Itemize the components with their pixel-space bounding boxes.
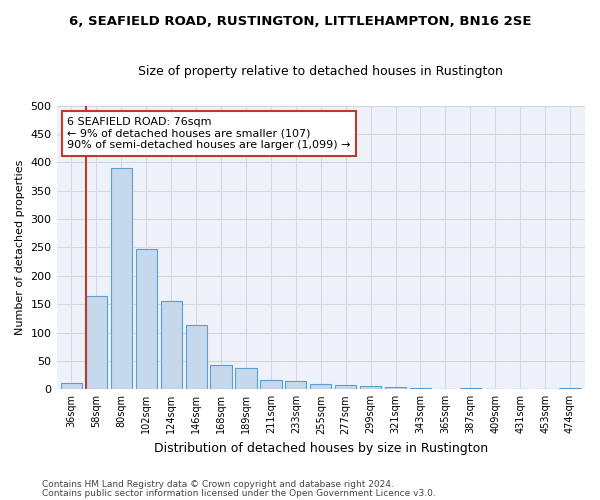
X-axis label: Distribution of detached houses by size in Rustington: Distribution of detached houses by size …: [154, 442, 488, 455]
Y-axis label: Number of detached properties: Number of detached properties: [15, 160, 25, 335]
Bar: [86, 296, 107, 390]
Text: Contains public sector information licensed under the Open Government Licence v3: Contains public sector information licen…: [42, 488, 436, 498]
Bar: [360, 386, 381, 390]
Bar: [211, 366, 232, 390]
Bar: [161, 302, 182, 390]
Bar: [410, 388, 431, 390]
Text: Contains HM Land Registry data © Crown copyright and database right 2024.: Contains HM Land Registry data © Crown c…: [42, 480, 394, 489]
Text: 6 SEAFIELD ROAD: 76sqm
← 9% of detached houses are smaller (107)
90% of semi-det: 6 SEAFIELD ROAD: 76sqm ← 9% of detached …: [67, 117, 350, 150]
Bar: [61, 383, 82, 390]
Bar: [310, 384, 331, 390]
Bar: [335, 386, 356, 390]
Bar: [460, 388, 481, 390]
Bar: [136, 248, 157, 390]
Bar: [559, 388, 581, 390]
Bar: [235, 368, 257, 390]
Bar: [385, 387, 406, 390]
Bar: [260, 380, 281, 390]
Bar: [285, 382, 307, 390]
Title: Size of property relative to detached houses in Rustington: Size of property relative to detached ho…: [139, 65, 503, 78]
Bar: [185, 325, 207, 390]
Text: 6, SEAFIELD ROAD, RUSTINGTON, LITTLEHAMPTON, BN16 2SE: 6, SEAFIELD ROAD, RUSTINGTON, LITTLEHAMP…: [69, 15, 531, 28]
Bar: [111, 168, 132, 390]
